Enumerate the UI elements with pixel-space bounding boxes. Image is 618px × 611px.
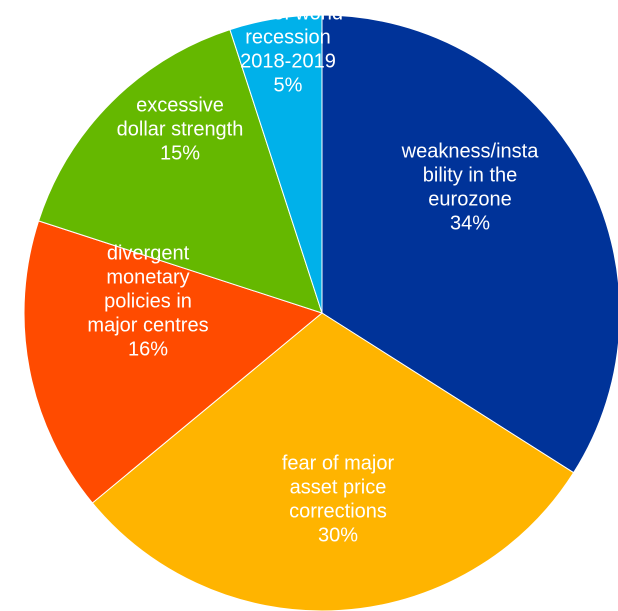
pie-slice-4 bbox=[229, 14, 323, 314]
slice-value-label: 5% bbox=[274, 74, 303, 96]
slice-label-line: asset price bbox=[290, 476, 387, 498]
slice-value-label: 30% bbox=[318, 524, 358, 546]
slice-label-3: excessive dollar strength 15% bbox=[117, 94, 244, 164]
slice-label-1: fear of major asset price corrections 30% bbox=[282, 452, 395, 546]
slice-label-line: dollar strength bbox=[117, 118, 244, 140]
slice-label-line: eurozone bbox=[428, 188, 511, 210]
slice-label-2: divergent monetary policies in major centre… bbox=[87, 242, 208, 360]
slice-label-0: weakness/insta bility in the eurozone 34% bbox=[401, 140, 540, 234]
labels-layer: weakness/insta bility in the eurozone 34% fe… bbox=[87, 2, 539, 546]
slice-value-label: 34% bbox=[450, 212, 490, 234]
pie-slice-3 bbox=[37, 28, 323, 314]
slice-value-label: 15% bbox=[160, 142, 200, 164]
slice-label-line: corrections bbox=[289, 500, 387, 522]
slice-label-line: fear of world bbox=[233, 2, 343, 24]
slice-label-4: fear of world recession 2018-2019 5% bbox=[233, 2, 343, 96]
slice-label-line: fear of major bbox=[282, 452, 395, 474]
slice-label-line: bility in the bbox=[423, 164, 518, 186]
slice-label-line: divergent bbox=[107, 242, 190, 264]
slice-label-line: excessive bbox=[136, 94, 224, 116]
slice-label-line: monetary bbox=[106, 266, 189, 288]
slice-label-line: policies in bbox=[104, 290, 192, 312]
pie-slice-1 bbox=[91, 312, 575, 611]
slice-label-line: weakness/insta bbox=[401, 140, 540, 162]
slice-label-line: recession bbox=[245, 26, 331, 48]
slice-label-line: major centres bbox=[87, 314, 208, 336]
pie-slice-2 bbox=[23, 220, 324, 504]
slice-value-label: 16% bbox=[128, 338, 168, 360]
slices-layer bbox=[23, 14, 618, 611]
pie-slice-0 bbox=[321, 14, 618, 474]
slice-label-line: 2018-2019 bbox=[240, 50, 336, 72]
